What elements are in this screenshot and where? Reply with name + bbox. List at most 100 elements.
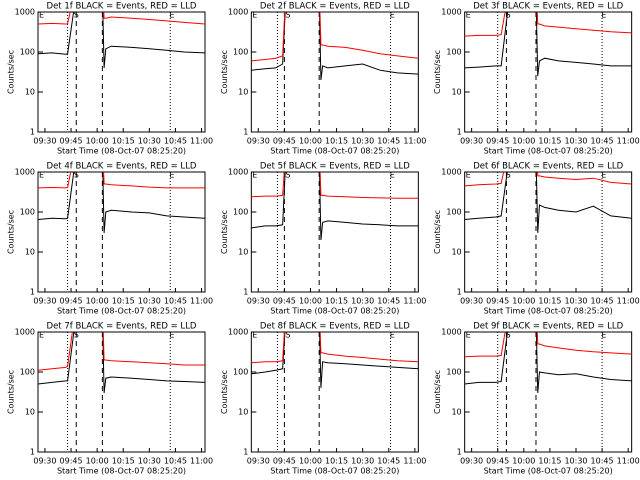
x-axis-label: Start Time (08-Oct-07 08:25:20) <box>270 147 399 156</box>
annotation: S <box>506 331 511 340</box>
series-line <box>38 12 205 25</box>
y-tick-label: 1 <box>243 128 248 137</box>
chart-title: Det 8f BLACK = Events, RED = LLD <box>260 322 410 332</box>
x-tick-label: 11:00 <box>617 297 640 306</box>
plot-frame <box>37 11 206 133</box>
plot-frame <box>250 171 419 293</box>
x-tick-label: 10:45 <box>377 297 400 306</box>
chart-title: Det 1f BLACK = Events, RED = LLD <box>47 2 197 12</box>
annotation: E <box>169 171 174 180</box>
series-line <box>38 12 205 68</box>
y-tick-label: 1000 <box>15 8 35 17</box>
series-line <box>38 172 205 189</box>
annotation: E <box>169 11 174 20</box>
y-tick-label: 100 <box>233 48 248 57</box>
x-tick-label: 11:00 <box>403 297 426 306</box>
x-tick-label: 09:30 <box>33 457 56 466</box>
x-tick-label: 09:45 <box>60 457 83 466</box>
annotation: E <box>252 331 257 340</box>
x-tick-label: 10:45 <box>377 457 400 466</box>
x-tick-label: 10:30 <box>564 137 587 146</box>
x-tick-label: 09:30 <box>33 297 56 306</box>
x-axis-label: Start Time (08-Oct-07 08:25:20) <box>484 307 613 316</box>
x-tick-label: 09:30 <box>460 297 483 306</box>
series-line <box>464 172 632 233</box>
y-tick-label: 1000 <box>228 168 248 177</box>
y-tick-label: 1 <box>457 288 462 297</box>
x-tick-label: 09:30 <box>247 457 270 466</box>
y-tick-label: 1000 <box>15 328 35 337</box>
plot-frame <box>464 331 633 453</box>
y-tick-label: 10 <box>238 88 248 97</box>
annotation: S <box>74 11 79 20</box>
y-axis-label: Counts/sec <box>7 370 16 414</box>
y-tick-label: 1 <box>457 448 462 457</box>
y-tick-label: 1 <box>30 128 35 137</box>
panel: Det 3f BLACK = Events, RED = LLD Start Ti… <box>433 2 640 156</box>
x-tick-label: 10:30 <box>138 297 161 306</box>
x-tick-label: 10:15 <box>538 137 561 146</box>
x-tick-label: 10:30 <box>351 457 374 466</box>
annotation: E <box>466 11 471 20</box>
x-tick-label: 10:30 <box>138 137 161 146</box>
y-tick-label: 1000 <box>441 328 461 337</box>
panel: Det 6f BLACK = Events, RED = LLD Start Ti… <box>433 162 640 316</box>
series-line <box>464 12 632 37</box>
annotation: S <box>506 171 511 180</box>
x-tick-label: 10:45 <box>164 137 187 146</box>
x-tick-label: 10:30 <box>564 297 587 306</box>
x-axis-label: Start Time (08-Oct-07 08:25:20) <box>484 467 613 476</box>
y-tick-label: 1 <box>243 288 248 297</box>
y-tick-label: 1000 <box>228 328 248 337</box>
x-axis-label: Start Time (08-Oct-07 08:25:20) <box>270 467 399 476</box>
x-tick-label: 11:00 <box>617 457 640 466</box>
y-axis-label: Counts/sec <box>220 370 229 414</box>
panel: Det 2f BLACK = Events, RED = LLD Start Ti… <box>220 2 427 156</box>
x-tick-label: 09:45 <box>486 137 509 146</box>
y-tick-label: 10 <box>238 248 248 257</box>
series-line <box>464 332 632 358</box>
x-axis-label: Start Time (08-Oct-07 08:25:20) <box>57 147 186 156</box>
x-tick-label: 10:00 <box>299 457 322 466</box>
plot-frame <box>37 331 206 453</box>
y-tick-label: 1000 <box>441 168 461 177</box>
x-tick-label: 11:00 <box>617 137 640 146</box>
annotation: S <box>285 171 290 180</box>
x-tick-label: 10:00 <box>86 457 109 466</box>
y-tick-label: 10 <box>25 248 35 257</box>
panel: Det 1f BLACK = Events, RED = LLD Start Ti… <box>7 2 214 156</box>
series-line <box>38 332 205 371</box>
annotation: E <box>601 331 606 340</box>
y-tick-label: 10 <box>238 408 248 417</box>
x-tick-label: 10:45 <box>591 457 614 466</box>
y-axis-label: Counts/sec <box>433 50 442 94</box>
x-tick-label: 10:00 <box>86 137 109 146</box>
annotation: E <box>601 171 606 180</box>
x-tick-label: 10:00 <box>512 137 535 146</box>
y-tick-label: 1 <box>243 448 248 457</box>
y-tick-label: 100 <box>20 208 35 217</box>
x-axis-label: Start Time (08-Oct-07 08:25:20) <box>57 467 186 476</box>
y-tick-label: 100 <box>20 48 35 57</box>
x-tick-label: 10:15 <box>325 457 348 466</box>
series-line <box>251 172 419 199</box>
x-tick-label: 10:15 <box>112 457 135 466</box>
annotation: E <box>169 331 174 340</box>
chart-title: Det 7f BLACK = Events, RED = LLD <box>47 322 197 332</box>
x-tick-label: 09:45 <box>273 137 296 146</box>
x-tick-label: 09:30 <box>460 137 483 146</box>
y-axis-label: Counts/sec <box>7 50 16 94</box>
annotation: E <box>39 171 44 180</box>
plot-frame <box>250 11 419 133</box>
x-tick-label: 10:45 <box>164 297 187 306</box>
annotation: S <box>285 331 290 340</box>
x-tick-label: 09:45 <box>60 297 83 306</box>
y-tick-label: 1000 <box>228 8 248 17</box>
panel: Det 5f BLACK = Events, RED = LLD Start Ti… <box>220 162 427 316</box>
plot-frame <box>37 171 206 293</box>
series-line <box>464 12 632 77</box>
panel: Det 8f BLACK = Events, RED = LLD Start Ti… <box>220 322 427 476</box>
x-tick-label: 09:30 <box>247 137 270 146</box>
